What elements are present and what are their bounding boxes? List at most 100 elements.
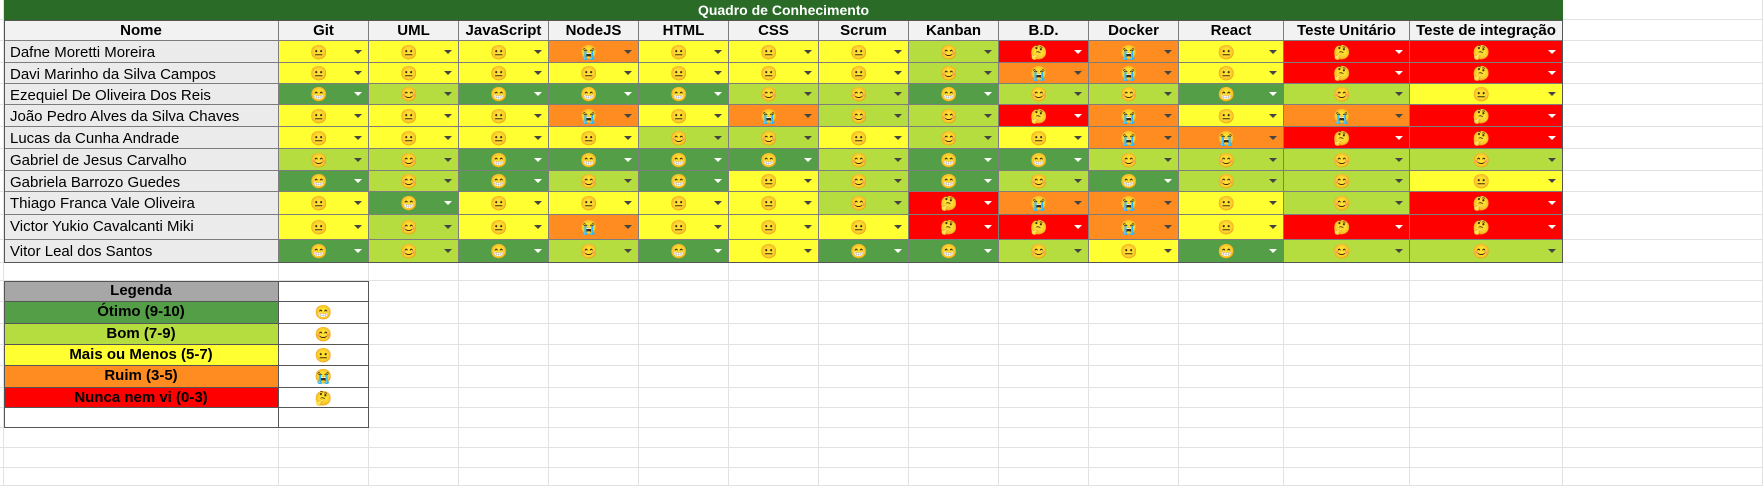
sheet-cell[interactable] (0, 388, 4, 408)
dropdown-caret-icon[interactable] (534, 92, 542, 96)
dropdown-caret-icon[interactable] (714, 113, 722, 118)
sheet-cell[interactable] (1179, 468, 1284, 486)
dropdown-caret-icon[interactable] (354, 157, 362, 162)
skill-rating-dropdown[interactable]: 😊 (999, 171, 1089, 192)
skill-rating-dropdown[interactable]: 😁 (549, 149, 639, 171)
skill-rating-dropdown[interactable]: 😭 (729, 105, 819, 127)
sheet-cell[interactable] (819, 345, 909, 366)
sheet-cell[interactable] (1563, 127, 1763, 149)
dropdown-caret-icon[interactable] (894, 179, 902, 183)
skill-rating-dropdown[interactable]: 😁 (909, 171, 999, 192)
sheet-cell[interactable] (1563, 468, 1763, 486)
sheet-cell[interactable] (549, 468, 639, 486)
skill-rating-dropdown[interactable]: 🤔 (1410, 63, 1563, 84)
skill-rating-dropdown[interactable]: 😐 (729, 171, 819, 192)
sheet-cell[interactable] (549, 324, 639, 345)
sheet-cell[interactable] (4, 428, 279, 448)
sheet-cell[interactable] (819, 428, 909, 448)
legend-blank-cell[interactable] (279, 408, 369, 428)
sheet-cell[interactable] (1563, 388, 1763, 408)
dropdown-caret-icon[interactable] (624, 249, 632, 253)
sheet-cell[interactable] (729, 263, 819, 281)
skill-rating-dropdown[interactable]: 😐 (1410, 171, 1563, 192)
skill-rating-dropdown[interactable]: 🤔 (999, 105, 1089, 127)
dropdown-caret-icon[interactable] (354, 92, 362, 96)
sheet-cell[interactable] (369, 408, 459, 428)
dropdown-caret-icon[interactable] (714, 225, 722, 229)
sheet-cell[interactable] (729, 468, 819, 486)
dropdown-caret-icon[interactable] (894, 225, 902, 229)
skill-rating-dropdown[interactable]: 😁 (279, 240, 369, 263)
dropdown-caret-icon[interactable] (894, 135, 902, 140)
dropdown-caret-icon[interactable] (534, 179, 542, 183)
dropdown-caret-icon[interactable] (894, 157, 902, 162)
sheet-cell[interactable] (1410, 408, 1563, 428)
sheet-cell[interactable] (459, 448, 549, 468)
sheet-cell[interactable] (909, 263, 999, 281)
sheet-cell[interactable] (1284, 448, 1410, 468)
sheet-cell[interactable] (639, 388, 729, 408)
sheet-cell[interactable] (729, 345, 819, 366)
sheet-cell[interactable] (1179, 302, 1284, 324)
skill-rating-dropdown[interactable]: 😁 (459, 149, 549, 171)
sheet-cell[interactable] (0, 41, 4, 63)
skill-rating-dropdown[interactable]: 😐 (369, 127, 459, 149)
sheet-cell[interactable] (819, 366, 909, 388)
skill-rating-dropdown[interactable]: 😊 (369, 171, 459, 192)
skill-rating-dropdown[interactable]: 😐 (1089, 240, 1179, 263)
sheet-cell[interactable] (909, 408, 999, 428)
sheet-cell[interactable] (1089, 302, 1179, 324)
sheet-cell[interactable] (459, 263, 549, 281)
sheet-cell[interactable] (999, 448, 1089, 468)
dropdown-caret-icon[interactable] (1548, 249, 1556, 253)
skill-rating-dropdown[interactable]: 😐 (729, 192, 819, 215)
dropdown-caret-icon[interactable] (624, 135, 632, 140)
skill-rating-dropdown[interactable]: 😐 (729, 215, 819, 240)
sheet-cell[interactable] (1284, 263, 1410, 281)
sheet-cell[interactable] (1563, 215, 1763, 240)
sheet-cell[interactable] (819, 263, 909, 281)
skill-rating-dropdown[interactable]: 🤔 (1284, 127, 1410, 149)
dropdown-caret-icon[interactable] (984, 157, 992, 162)
dropdown-caret-icon[interactable] (354, 135, 362, 140)
sheet-cell[interactable] (909, 468, 999, 486)
dropdown-caret-icon[interactable] (984, 113, 992, 118)
sheet-cell[interactable] (1410, 345, 1563, 366)
skill-rating-dropdown[interactable]: 😭 (549, 105, 639, 127)
skill-rating-dropdown[interactable]: 😊 (549, 240, 639, 263)
dropdown-caret-icon[interactable] (534, 225, 542, 229)
dropdown-caret-icon[interactable] (984, 225, 992, 229)
sheet-cell[interactable] (4, 263, 279, 281)
skill-rating-dropdown[interactable]: 😁 (279, 84, 369, 105)
dropdown-caret-icon[interactable] (804, 201, 812, 205)
dropdown-caret-icon[interactable] (444, 135, 452, 140)
skill-rating-dropdown[interactable]: 😐 (819, 63, 909, 84)
sheet-cell[interactable] (1179, 281, 1284, 302)
skill-rating-dropdown[interactable]: 😐 (459, 215, 549, 240)
sheet-cell[interactable] (1563, 448, 1763, 468)
dropdown-caret-icon[interactable] (444, 113, 452, 118)
sheet-cell[interactable] (729, 428, 819, 448)
dropdown-caret-icon[interactable] (804, 157, 812, 162)
dropdown-caret-icon[interactable] (1164, 71, 1172, 75)
sheet-cell[interactable] (729, 366, 819, 388)
dropdown-caret-icon[interactable] (1074, 201, 1082, 205)
skill-rating-dropdown[interactable]: 🤔 (909, 215, 999, 240)
sheet-cell[interactable] (729, 281, 819, 302)
dropdown-caret-icon[interactable] (1548, 135, 1556, 140)
dropdown-caret-icon[interactable] (444, 201, 452, 205)
skill-rating-dropdown[interactable]: 😭 (1089, 192, 1179, 215)
skill-rating-dropdown[interactable]: 😭 (999, 192, 1089, 215)
sheet-cell[interactable] (1284, 408, 1410, 428)
dropdown-caret-icon[interactable] (1164, 49, 1172, 54)
dropdown-caret-icon[interactable] (1395, 179, 1403, 183)
dropdown-caret-icon[interactable] (1395, 92, 1403, 96)
skill-rating-dropdown[interactable]: 😊 (549, 171, 639, 192)
dropdown-caret-icon[interactable] (1548, 49, 1556, 54)
skill-rating-dropdown[interactable]: 😁 (639, 149, 729, 171)
sheet-cell[interactable] (459, 388, 549, 408)
dropdown-caret-icon[interactable] (1074, 225, 1082, 229)
skill-rating-dropdown[interactable]: 😁 (369, 192, 459, 215)
sheet-cell[interactable] (1563, 192, 1763, 215)
dropdown-caret-icon[interactable] (984, 71, 992, 75)
